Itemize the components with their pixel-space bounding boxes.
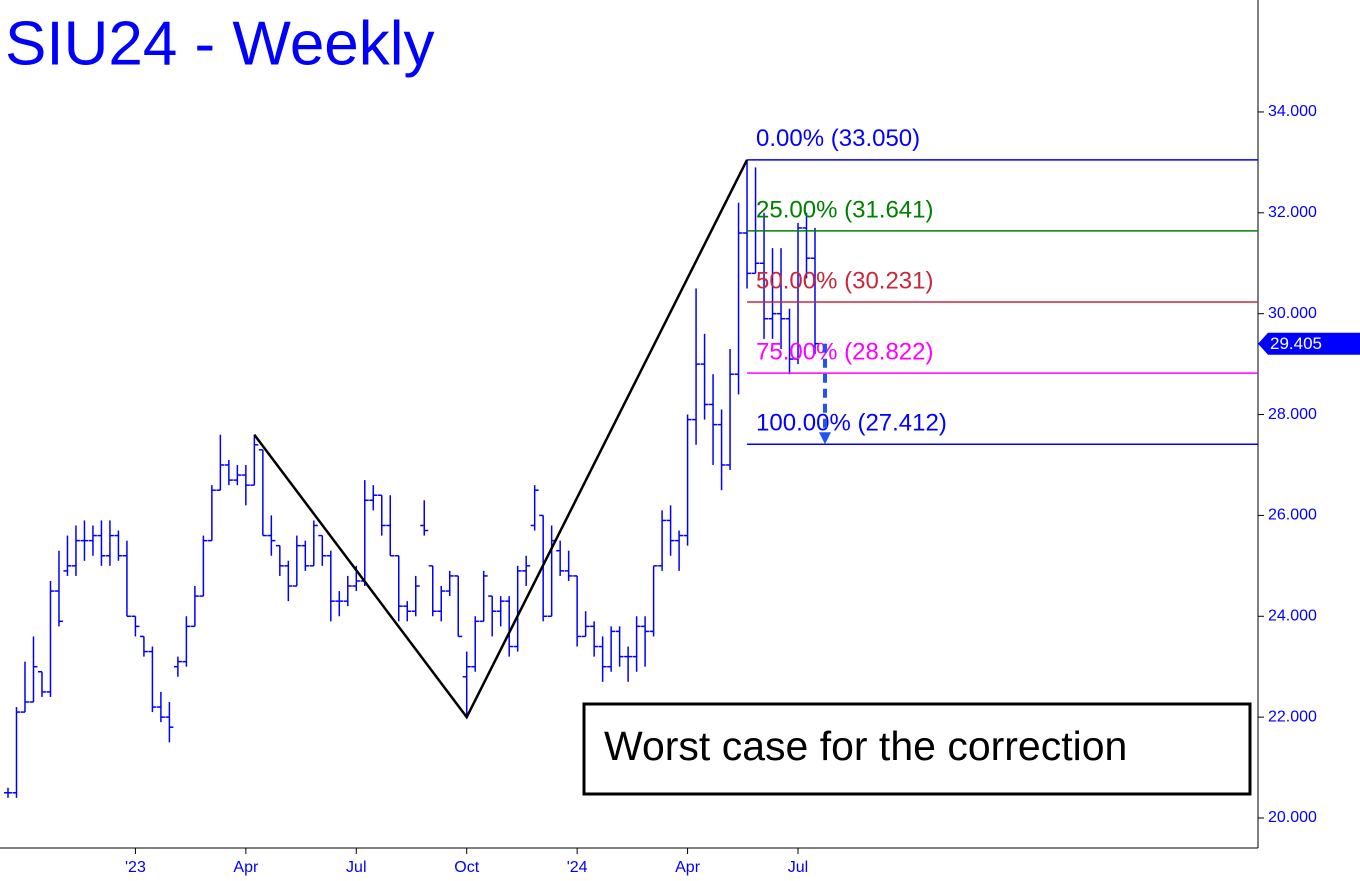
level-label: 25.00% (31.641) — [756, 196, 933, 223]
y-tick-label: 22.000 — [1268, 708, 1317, 725]
level-label: 100.00% (27.412) — [756, 410, 947, 437]
y-tick-label: 28.000 — [1268, 406, 1317, 423]
x-tick-label: Apr — [675, 859, 701, 876]
x-tick-label: Apr — [233, 859, 259, 876]
x-tick-label: '23 — [125, 859, 146, 876]
level-label: 50.00% (30.231) — [756, 267, 933, 294]
annotation: Worst case for the correction — [604, 723, 1127, 769]
arrow-head — [819, 432, 831, 445]
price-tag — [1258, 332, 1360, 355]
x-tick-label: Jul — [346, 859, 366, 876]
x-tick-label: Jul — [788, 859, 808, 876]
y-tick-label: 30.000 — [1268, 305, 1317, 322]
x-tick-label: '24 — [567, 859, 588, 876]
zigzag-line — [253, 159, 749, 720]
y-tick-label: 34.000 — [1268, 103, 1317, 120]
annotation-box — [582, 702, 1252, 796]
y-tick-label: 26.000 — [1268, 507, 1317, 524]
price-tag-label: 29.405 — [1270, 334, 1322, 353]
y-tick-label: 24.000 — [1268, 607, 1317, 624]
y-tick-label: 32.000 — [1268, 204, 1317, 221]
level-label: 0.00% (33.050) — [756, 125, 920, 152]
level-label: 75.00% (28.822) — [756, 338, 933, 365]
y-tick-label: 20.000 — [1268, 809, 1317, 826]
chart-title: SIU24 - Weekly — [5, 9, 435, 78]
x-tick-label: Oct — [454, 859, 479, 876]
